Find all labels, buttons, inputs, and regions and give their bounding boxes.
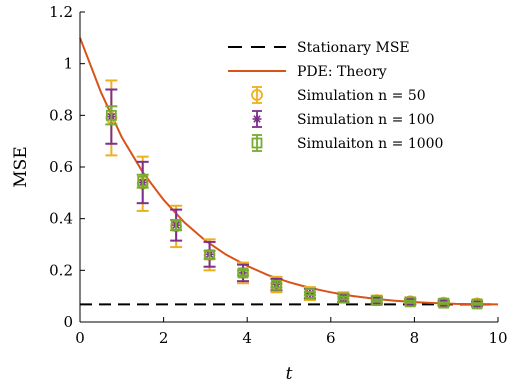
data-point <box>237 267 249 279</box>
y-tick-label: 1.2 <box>49 3 73 21</box>
data-point <box>438 297 450 309</box>
data-point <box>105 109 117 121</box>
data-point <box>271 279 282 291</box>
legend-entry-2: PDE: Theory <box>228 64 387 80</box>
y-tick-label: 0.6 <box>49 158 73 176</box>
legend-label: Simulation n = 100 <box>297 112 435 128</box>
plot-marks <box>79 37 499 310</box>
data-point <box>471 298 483 310</box>
y-tick-label: 0.8 <box>49 106 73 124</box>
legend-entry-5: Simulaiton n = 1000 <box>251 134 443 152</box>
legend-entry-4: Simulation n = 100 <box>252 110 435 128</box>
legend-label: PDE: Theory <box>297 64 387 80</box>
axes: 0 2 4 6 8 10 0 0.2 0.4 0.6 0.8 1 1.2 <box>49 3 507 347</box>
legend-label: Simulaiton n = 1000 <box>297 136 443 152</box>
x-tick-label: 0 <box>75 329 85 347</box>
data-point <box>137 175 149 187</box>
y-tick-label: 0.4 <box>49 210 73 228</box>
x-tick-label: 8 <box>410 329 420 347</box>
y-tick-label: 0 <box>63 313 73 331</box>
x-tick-label: 10 <box>488 329 507 347</box>
x-tick-label: 4 <box>242 329 252 347</box>
data-point <box>204 249 215 261</box>
legend-marker <box>252 114 262 124</box>
legend-marker <box>251 137 263 149</box>
theory-curve <box>79 37 499 306</box>
data-point <box>404 296 416 308</box>
legend-entry-1: Stationary MSE <box>228 40 410 56</box>
legend: Stationary MSE PDE: Theory Simulation n = … <box>228 40 443 152</box>
x-tick-label: 6 <box>326 329 336 347</box>
x-axis-label: t <box>286 364 293 384</box>
data-point <box>170 219 182 231</box>
legend-label: Simulation n = 50 <box>297 88 426 104</box>
y-tick-label: 0.2 <box>49 261 73 279</box>
legend-label: Stationary MSE <box>297 40 410 56</box>
y-tick-label: 1 <box>63 55 73 73</box>
x-tick-label: 2 <box>159 329 169 347</box>
data-point <box>304 288 316 299</box>
y-axis-label: MSE <box>11 146 31 187</box>
data-point <box>371 295 383 306</box>
legend-marker <box>251 89 263 101</box>
legend-entry-3: Simulation n = 50 <box>251 86 426 104</box>
series-3 <box>105 105 484 310</box>
data-point <box>337 292 349 304</box>
